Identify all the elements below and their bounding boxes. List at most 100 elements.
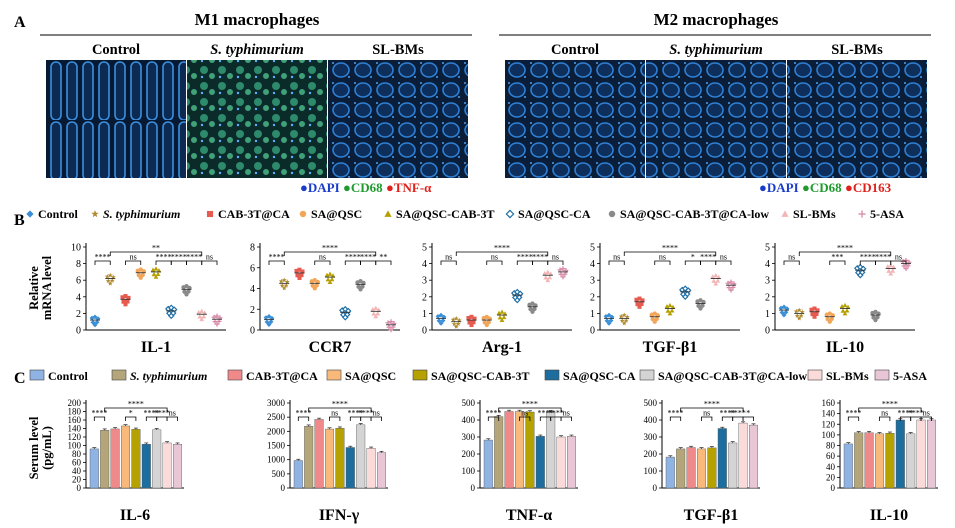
significance-bracket xyxy=(486,260,503,265)
y-tick-label: 100 xyxy=(68,441,82,451)
y-tick-label: 4 xyxy=(590,259,595,270)
square-marker xyxy=(467,320,472,325)
triangle-marker xyxy=(196,309,202,315)
y-tick-label: 200 xyxy=(68,398,82,408)
triangle-marker xyxy=(327,279,333,284)
significance-bracket xyxy=(109,251,203,256)
chart-title: Arg-1 xyxy=(482,339,522,356)
plus-marker xyxy=(562,271,568,277)
significance-label: **** xyxy=(486,409,502,418)
open-diamond-marker xyxy=(505,209,515,219)
star-marker xyxy=(798,313,804,318)
triangle-marker xyxy=(840,308,846,313)
significance-label: **** xyxy=(92,409,108,418)
y-tick-label: 10 xyxy=(71,243,81,254)
significance-bracket xyxy=(547,260,564,265)
chart-title: IL-10 xyxy=(870,507,908,524)
y-tick-label: 140 xyxy=(68,424,82,434)
bar xyxy=(676,448,686,489)
bar xyxy=(885,433,895,489)
square-marker xyxy=(639,301,644,307)
square-marker xyxy=(123,302,128,307)
significance-bracket xyxy=(201,260,218,265)
triangle-marker xyxy=(202,310,208,315)
bar xyxy=(335,428,345,489)
star-marker xyxy=(104,273,110,279)
y-tick-label: 2500 xyxy=(267,412,286,422)
significance-label: **** xyxy=(522,400,538,409)
chart-title: CCR7 xyxy=(309,339,352,356)
significance-bracket xyxy=(879,416,891,421)
triangle-marker xyxy=(373,313,379,319)
bar xyxy=(875,433,885,489)
square-marker xyxy=(469,314,474,319)
star-marker xyxy=(455,321,461,326)
star-marker xyxy=(281,277,287,283)
y-tick-label: 120 xyxy=(68,432,82,442)
panel-letter-b: B xyxy=(14,212,25,229)
significance-bracket xyxy=(283,251,377,256)
significance-label: **** xyxy=(908,409,924,418)
significance-bracket xyxy=(890,260,907,265)
panel-letter-c: C xyxy=(14,370,26,387)
significance-bracket xyxy=(829,260,846,265)
legend-label: SA@QSC-CA xyxy=(518,207,591,221)
significance-label: ns xyxy=(895,253,902,262)
legend-swatch xyxy=(326,369,342,381)
image-label: SL-BMs xyxy=(831,42,883,58)
triangle-marker xyxy=(373,305,379,311)
square-marker xyxy=(637,296,642,301)
significance-bracket xyxy=(859,260,876,265)
y-tick-label: 3 xyxy=(765,276,770,287)
triangle-marker xyxy=(715,278,721,283)
square-marker xyxy=(634,297,639,302)
star-marker xyxy=(281,285,287,291)
circle-marker xyxy=(530,309,535,314)
triangle-marker xyxy=(547,275,553,280)
y-tick-label: 100 xyxy=(822,430,836,440)
y-tick-label: 6 xyxy=(250,263,255,274)
triangle-marker xyxy=(839,304,845,309)
star-marker xyxy=(283,282,289,288)
group-title: M1 macrophages xyxy=(195,10,320,29)
significance-label: * xyxy=(746,409,750,418)
triangle-marker xyxy=(542,270,548,276)
significance-label: **** xyxy=(532,253,548,262)
square-marker xyxy=(294,268,299,273)
square-marker xyxy=(466,316,471,321)
significance-label: **** xyxy=(898,409,914,418)
significance-label: **** xyxy=(837,244,853,253)
image-label: SL-BMs xyxy=(372,42,424,58)
y-tick-label: 2 xyxy=(250,305,255,316)
star-marker xyxy=(799,309,805,315)
star-marker xyxy=(796,315,802,321)
square-marker xyxy=(297,267,302,272)
diamond-marker xyxy=(263,315,269,321)
star-marker xyxy=(450,317,456,322)
plus-marker xyxy=(390,324,396,330)
y-tick-label: 500 xyxy=(272,469,286,479)
open-diamond-marker xyxy=(682,293,689,301)
significance-bracket xyxy=(166,416,178,421)
triangle-marker xyxy=(888,262,894,268)
triangle-marker xyxy=(324,272,330,278)
significance-bracket xyxy=(155,260,172,265)
square-marker xyxy=(809,307,814,312)
group-title: M2 macrophages xyxy=(654,10,779,29)
y-tick-label: 5 xyxy=(765,243,770,254)
significance-bracket xyxy=(268,260,285,265)
significance-label: **** xyxy=(548,409,564,418)
triangle-marker xyxy=(545,277,551,283)
bar xyxy=(717,428,727,489)
y-tick-label: 300 xyxy=(644,432,658,442)
stain-legend-item: ●CD68 xyxy=(343,180,383,195)
bar xyxy=(494,416,504,489)
triangle-marker xyxy=(327,271,333,276)
triangle-marker xyxy=(501,314,507,320)
y-tick-label: 120 xyxy=(822,419,836,429)
y-tick-label: 1000 xyxy=(267,455,286,465)
star-marker xyxy=(618,313,624,319)
